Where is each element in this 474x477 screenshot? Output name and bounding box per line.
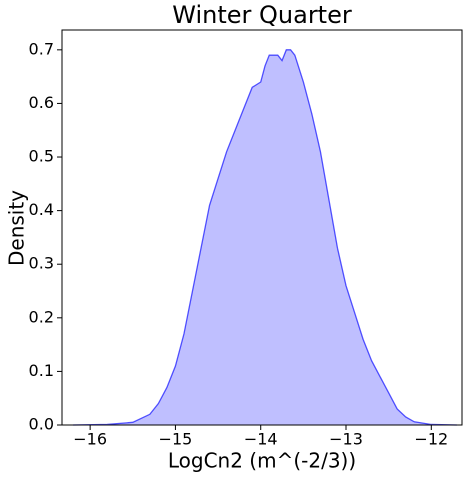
- x-tick-label: −14: [244, 430, 278, 449]
- x-tick-label: −16: [73, 430, 107, 449]
- x-tick-label: −15: [159, 430, 193, 449]
- y-tick-label: 0.5: [29, 147, 54, 166]
- x-tick-label: −13: [329, 430, 363, 449]
- x-tick-label: −12: [414, 430, 448, 449]
- x-axis-label: LogCn2 (m^(-2/3)): [168, 449, 356, 473]
- y-tick-label: 0.7: [29, 39, 54, 58]
- chart-title: Winter Quarter: [172, 1, 352, 29]
- y-tick-label: 0.2: [29, 307, 54, 326]
- plot-frame: [61, 29, 463, 426]
- y-tick-label: 0.4: [29, 200, 54, 219]
- y-tick-label: 0.6: [29, 93, 54, 112]
- y-tick-label: 0.3: [29, 254, 54, 273]
- y-axis-label: Density: [5, 190, 29, 266]
- y-tick-label: 0.0: [29, 415, 54, 434]
- area-fill: [73, 49, 457, 425]
- y-tick-label: 0.1: [29, 361, 54, 380]
- density-line: [73, 49, 457, 426]
